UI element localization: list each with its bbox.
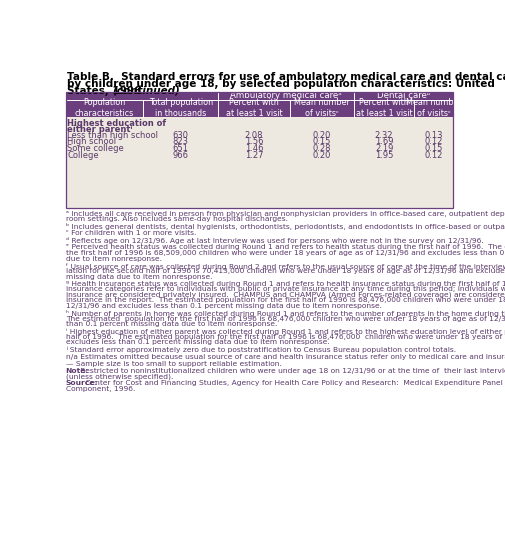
Text: Mean number
of visitsᶜ: Mean number of visitsᶜ	[405, 98, 461, 118]
Text: Restricted to noninstitutionalized children who were under age 18 on 12/31/96 or: Restricted to noninstitutionalized child…	[78, 367, 505, 374]
Text: 1.27: 1.27	[244, 152, 263, 160]
Text: 966: 966	[172, 152, 188, 160]
Text: The estimated  population for the first half of 1996 is 68,476,000 children who : The estimated population for the first h…	[66, 316, 505, 321]
Text: 630: 630	[172, 130, 188, 139]
Text: missing data due to item nonresponse.: missing data due to item nonresponse.	[66, 274, 212, 280]
Text: Population
characteristics: Population characteristics	[75, 98, 134, 118]
Text: 823: 823	[172, 138, 188, 147]
Text: States, 1996: States, 1996	[67, 86, 145, 96]
Text: 1.56: 1.56	[244, 138, 263, 147]
Text: half of 1996.  The estimated population for the first half of 1996 is 68,476,000: half of 1996. The estimated population f…	[66, 334, 505, 340]
Text: 0.15: 0.15	[424, 144, 442, 153]
Text: excludes less than 0.1 percent missing data due to item nonresponse.: excludes less than 0.1 percent missing d…	[66, 339, 329, 345]
Text: (continued): (continued)	[112, 86, 179, 96]
Text: insurance are considered privately insured.  CHAMPUS and CHAMPVA (Armed Forces-r: insurance are considered privately insur…	[66, 292, 505, 299]
Text: lation for the second half of 1996 is 70,413,000 children who were under 18 year: lation for the second half of 1996 is 70…	[66, 268, 505, 274]
Text: ᶜ For children with 1 or more visits.: ᶜ For children with 1 or more visits.	[66, 230, 195, 236]
Text: ᵈ Reflects age on 12/31/96. Age at last interview was used for persons who were : ᵈ Reflects age on 12/31/96. Age at last …	[66, 238, 482, 244]
Text: Table B.  Standard errors for use of ambulatory medical care and dental care: Table B. Standard errors for use of ambu…	[67, 72, 505, 82]
Text: ᵃ Includes all care received in person from physician and nonphysician providers: ᵃ Includes all care received in person f…	[66, 210, 505, 216]
Text: either parentⁱ: either parentⁱ	[67, 125, 132, 134]
Text: ʲ Standard error approximately zero due to poststratification to Census Bureau p: ʲ Standard error approximately zero due …	[66, 346, 455, 354]
Text: Percent with
at least 1 visit: Percent with at least 1 visit	[355, 98, 412, 118]
Text: insurance in the report.  The estimated population for the first half of 1996 is: insurance in the report. The estimated p…	[66, 297, 505, 304]
Text: 651: 651	[172, 144, 188, 153]
Text: Mean number
of visitsᶜ: Mean number of visitsᶜ	[293, 98, 349, 118]
Text: High school: High school	[67, 138, 116, 147]
Text: Highest education of: Highest education of	[67, 119, 166, 128]
Text: than 0.1 percent missing data due to item nonresponse.: than 0.1 percent missing data due to ite…	[66, 321, 276, 327]
Text: the first half of 1996 is 68,509,000 children who were under 18 years of age as : the first half of 1996 is 68,509,000 chi…	[66, 250, 505, 256]
Text: due to item nonresponse.: due to item nonresponse.	[66, 255, 161, 261]
Text: 0.12: 0.12	[424, 152, 442, 160]
Text: Center for Cost and Financing Studies, Agency for Health Care Policy and Researc: Center for Cost and Financing Studies, A…	[82, 380, 505, 386]
Text: Less than high school: Less than high school	[67, 130, 158, 139]
Text: 2.08: 2.08	[244, 130, 263, 139]
Text: 0.28: 0.28	[312, 144, 330, 153]
Text: 2.32: 2.32	[374, 130, 392, 139]
Text: ᵇ Includes general dentists, dental hygienists, orthodontists, periodontists, an: ᵇ Includes general dentists, dental hygi…	[66, 223, 505, 230]
Text: 1.69: 1.69	[374, 138, 392, 147]
Text: 0.12: 0.12	[424, 138, 442, 147]
Text: 1.95: 1.95	[374, 152, 392, 160]
Text: (unless otherwise specified).: (unless otherwise specified).	[66, 373, 173, 380]
Text: room settings. Also includes same-day hospital discharges.: room settings. Also includes same-day ho…	[66, 216, 287, 222]
Text: Some college: Some college	[67, 144, 124, 153]
Bar	[66, 117, 452, 208]
Text: ᶠ Usual source of care was collected during Round 2 and refers to the usual sour: ᶠ Usual source of care was collected dur…	[66, 263, 505, 270]
Text: 1.46: 1.46	[244, 144, 263, 153]
Text: ⁱ Highest education of either parent was collected during Round 1 and refers to : ⁱ Highest education of either parent was…	[66, 328, 505, 335]
Text: insurance categories refer to individuals with public or private insurance at an: insurance categories refer to individual…	[66, 286, 505, 292]
Text: Component, 1996.: Component, 1996.	[66, 386, 135, 392]
Text: 12/31/96 and excludes less than 0.1 percent missing data due to item nonresponse: 12/31/96 and excludes less than 0.1 perc…	[66, 303, 381, 309]
Text: n/a Estimates omitted because usual source of care and health insurance status r: n/a Estimates omitted because usual sour…	[66, 354, 505, 360]
Text: 0.13: 0.13	[424, 130, 442, 139]
Text: 2.19: 2.19	[374, 144, 392, 153]
Text: Dental careᵇ: Dental careᵇ	[376, 92, 429, 100]
Text: Note:: Note:	[66, 367, 89, 374]
Text: 0.20: 0.20	[312, 152, 330, 160]
Text: Source:: Source:	[66, 380, 98, 386]
Text: College: College	[67, 152, 98, 160]
Text: — Sample size is too small to support reliable estimation.: — Sample size is too small to support re…	[66, 361, 281, 367]
Text: ʰ Number of parents in home was collected during Round 1 and refers to the numbe: ʰ Number of parents in home was collecte…	[66, 310, 505, 317]
Text: ᵉ Perceived health status was collected during Round 1 and refers to health stat: ᵉ Perceived health status was collected …	[66, 244, 505, 250]
Text: 0.15: 0.15	[312, 138, 330, 147]
Text: Total population
in thousands: Total population in thousands	[148, 98, 212, 118]
Text: 0.20: 0.20	[312, 130, 330, 139]
Text: Ambulatory medical careᵃ: Ambulatory medical careᵃ	[230, 92, 341, 100]
Bar	[66, 92, 452, 208]
Text: by children under age 18, by selected population characteristics: United: by children under age 18, by selected po…	[67, 79, 494, 89]
Text: ᵍ Health insurance status was collected during Round 1 and refers to health insu: ᵍ Health insurance status was collected …	[66, 281, 505, 287]
Text: Percent with
at least 1 visit: Percent with at least 1 visit	[225, 98, 282, 118]
Bar	[66, 92, 452, 208]
